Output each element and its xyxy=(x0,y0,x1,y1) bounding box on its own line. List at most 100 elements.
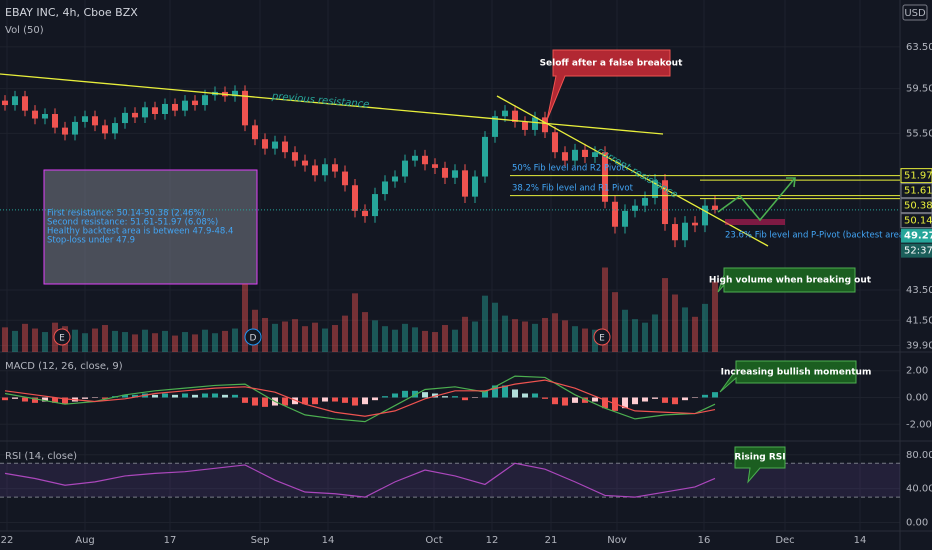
macd-histogram-bar xyxy=(622,397,628,409)
backtest-area xyxy=(725,219,785,225)
macd-histogram-bar xyxy=(672,397,678,405)
info-line: Healthy backtest area is between 47.9-48… xyxy=(47,227,233,237)
macd-histogram-bar xyxy=(22,397,28,402)
currency-badge xyxy=(902,4,928,21)
volume-bar xyxy=(82,333,88,352)
candle-body xyxy=(582,149,588,157)
volume-bar xyxy=(72,329,78,352)
x-tick-label: 21 xyxy=(545,535,558,546)
level-label: 51.97 xyxy=(904,171,932,182)
macd-histogram-bar xyxy=(452,396,458,398)
volume-bar xyxy=(572,326,578,352)
macd-title: MACD (12, 26, close, 9) xyxy=(5,361,123,372)
y-tick-label: 2.00 xyxy=(906,366,928,377)
candle-body xyxy=(532,117,538,130)
macd-histogram-bar xyxy=(582,397,588,403)
candle-body xyxy=(512,110,518,122)
candle-body xyxy=(252,125,258,140)
macd-histogram-bar xyxy=(342,397,348,403)
candle-body xyxy=(32,110,38,119)
candle-body xyxy=(452,170,458,178)
candle-body xyxy=(612,201,618,227)
volume-bar xyxy=(642,322,648,352)
volume-bar xyxy=(682,307,688,352)
currency-label: USD xyxy=(904,8,926,19)
candle-body xyxy=(422,155,428,165)
macd-histogram-bar xyxy=(192,394,198,398)
y-tick-label: 43.50 xyxy=(906,285,932,296)
candle-body xyxy=(282,141,288,153)
macd-histogram-bar xyxy=(202,393,208,398)
candle-body xyxy=(622,210,628,227)
candle-body xyxy=(102,125,108,134)
level-badge xyxy=(900,168,932,184)
macd-histogram-bar xyxy=(322,397,328,402)
volume-bar xyxy=(232,328,238,352)
volume-bar xyxy=(262,317,268,352)
volume-bar xyxy=(92,328,98,352)
macd-histogram-bar xyxy=(172,394,178,398)
macd-histogram-bar xyxy=(362,397,368,405)
y-tick-label: 39.90 xyxy=(906,341,932,352)
candle-body xyxy=(692,222,698,226)
event-label: D xyxy=(250,334,257,344)
candle-body xyxy=(462,170,468,197)
macd-histogram-bar xyxy=(512,389,518,398)
volume-bar xyxy=(332,325,338,352)
candle-body xyxy=(202,95,208,106)
macd-histogram-bar xyxy=(2,397,8,401)
callout-box xyxy=(719,360,857,393)
candle-body xyxy=(672,224,678,241)
x-tick-label: Nov xyxy=(607,535,627,546)
candle-body xyxy=(292,152,298,161)
candle-body xyxy=(602,152,608,202)
macd-histogram-bar xyxy=(422,392,428,398)
volume-bar xyxy=(532,323,538,352)
candle-body xyxy=(232,90,238,97)
macd-histogram-bar xyxy=(472,397,478,399)
volume-bar xyxy=(32,328,38,352)
candle-body xyxy=(502,110,508,117)
macd-histogram-bar xyxy=(442,396,448,398)
volume-bar xyxy=(22,323,28,352)
macd-histogram-bar xyxy=(702,394,708,398)
candle-body xyxy=(142,107,148,118)
macd-histogram-bar xyxy=(332,397,338,402)
volume-bar xyxy=(552,313,558,352)
candle-body xyxy=(112,123,118,134)
macd-histogram-bar xyxy=(302,397,308,405)
macd-histogram-bar xyxy=(712,392,718,398)
callout-box xyxy=(734,446,786,484)
event-label: E xyxy=(599,334,605,344)
candle-body xyxy=(62,127,68,135)
volume-bar xyxy=(272,323,278,352)
macd-histogram-bar xyxy=(312,397,318,405)
macd-histogram-bar xyxy=(562,397,568,406)
candle-body xyxy=(682,222,688,241)
volume-bar xyxy=(42,332,48,352)
volume-bar xyxy=(132,334,138,352)
macd-histogram-bar xyxy=(682,397,688,401)
macd-histogram-bar xyxy=(92,397,98,399)
macd-histogram-bar xyxy=(402,390,408,398)
x-tick-label: 14 xyxy=(854,535,867,546)
macd-histogram-bar xyxy=(252,397,258,406)
candle-body xyxy=(132,112,138,118)
x-tick-label: 16 xyxy=(698,535,711,546)
volume-bar xyxy=(282,321,288,352)
x-tick-label: Oct xyxy=(425,535,442,546)
volume-bar xyxy=(352,293,358,352)
projection-arrow xyxy=(786,177,796,188)
info-line: First resistance: 50.14-50.38 (2.46%) xyxy=(47,209,205,219)
candle-body xyxy=(492,116,498,137)
macd-histogram-bar xyxy=(502,385,508,398)
volume-bar xyxy=(462,316,468,352)
level-label: 50.14 xyxy=(904,216,932,227)
candle-body xyxy=(182,100,188,111)
macd-histogram-bar xyxy=(642,397,648,402)
candle-body xyxy=(332,164,338,172)
volume-bar xyxy=(482,295,488,352)
macd-histogram-bar xyxy=(32,397,38,403)
volume-bar xyxy=(582,328,588,352)
